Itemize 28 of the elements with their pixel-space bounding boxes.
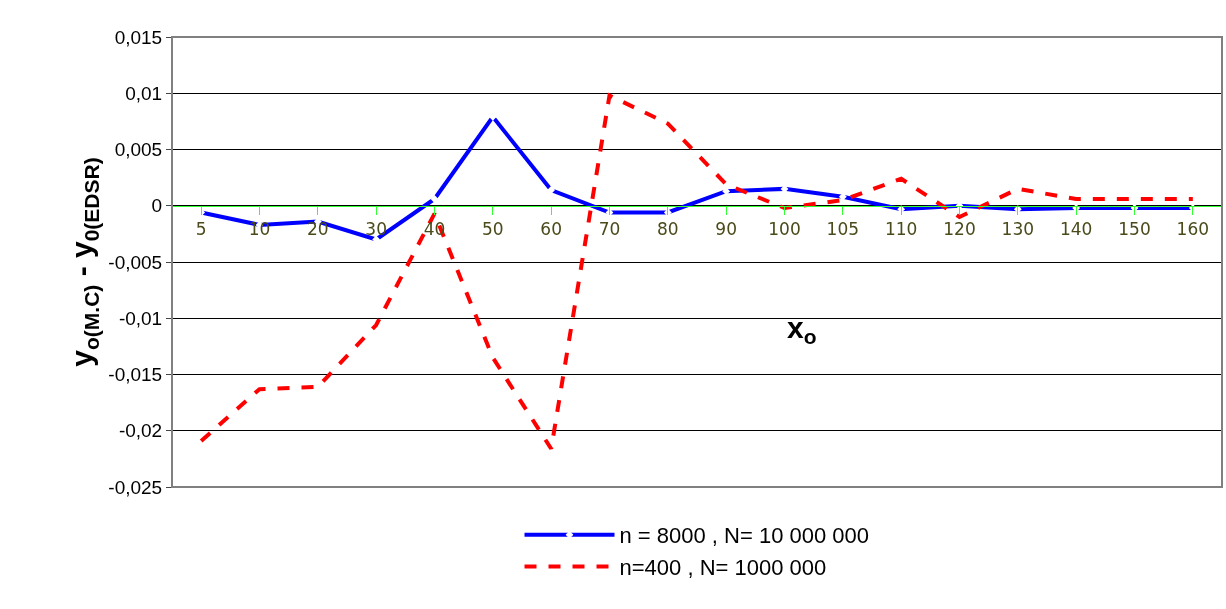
x-tick-label: 30 <box>365 219 387 240</box>
legend-label: n = 8000 , N= 10 000 000 <box>619 523 870 549</box>
x-tick-label: 150 <box>1118 219 1151 240</box>
y-tick-label: -0,01 <box>118 307 163 329</box>
x-tick-label: 5 <box>195 219 207 240</box>
x-tick-label: 120 <box>943 219 976 240</box>
x-tick-label: 20 <box>307 219 329 240</box>
x-tick-label: 130 <box>1001 219 1035 240</box>
legend-label: n=400 , N= 1000 000 <box>619 554 827 580</box>
y-tick-label: -0,015 <box>108 364 163 386</box>
x-tick-label: 100 <box>768 219 801 240</box>
x-tick-label: 90 <box>715 219 737 240</box>
x-tick-label: 80 <box>657 219 679 240</box>
y-tick-label: -0,025 <box>108 476 163 498</box>
x-tick-label: 60 <box>540 219 562 240</box>
x-tick-label: 70 <box>598 219 621 240</box>
y-tick-label: 0 <box>151 195 163 217</box>
y-tick-label: -0,005 <box>108 251 163 273</box>
x-tick-label: 160 <box>1176 219 1210 240</box>
x-tick-label: 50 <box>482 219 504 240</box>
x-tick-label: 110 <box>884 219 918 240</box>
y-tick-label: 0,015 <box>114 26 163 48</box>
x-axis-title: x$_{o}$ <box>787 311 817 349</box>
x-tick-label: 105 <box>826 219 860 240</box>
y-tick-label: 0,005 <box>114 139 163 161</box>
y-tick-label: 0,01 <box>125 82 163 104</box>
y-tick-label: -0,02 <box>118 420 163 442</box>
x-tick-label: 140 <box>1059 219 1093 240</box>
